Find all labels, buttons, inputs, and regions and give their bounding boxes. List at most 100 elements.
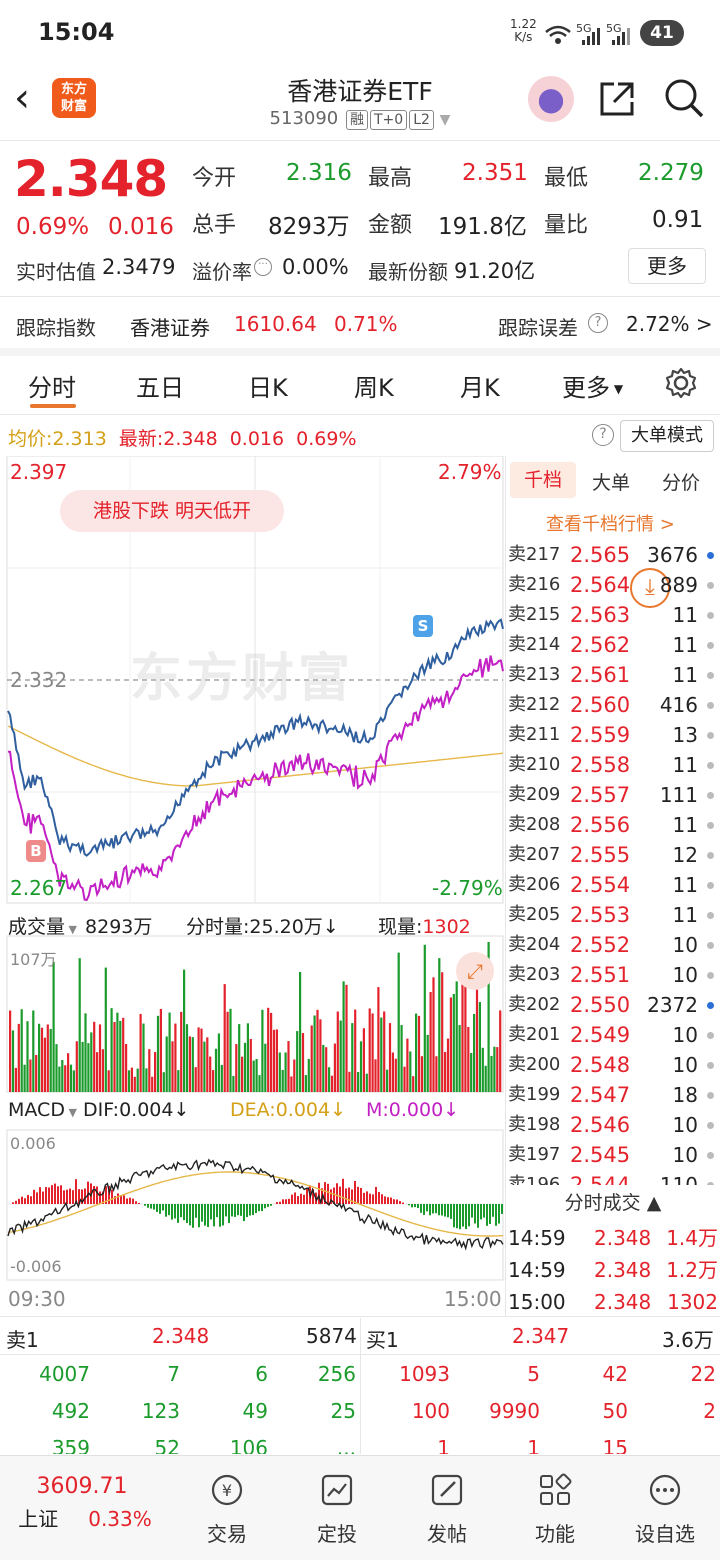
macd-bar xyxy=(477,1204,479,1228)
change-percent: 0.69% xyxy=(16,214,90,240)
order-book-row[interactable]: 卖209 2.557 111 xyxy=(508,780,720,810)
ask-price: 2.548 xyxy=(570,1053,631,1077)
y-min-label: 2.267 xyxy=(10,876,68,900)
order-book-row[interactable]: 卖200 2.548 10 xyxy=(508,1050,720,1080)
order-book-row[interactable]: 卖211 2.559 13 xyxy=(508,720,720,750)
order-book-row[interactable]: 卖201 2.549 10 xyxy=(508,1020,720,1050)
index-pct: 0.33% xyxy=(88,1507,152,1531)
tab-intraday[interactable]: 分时 xyxy=(28,374,76,402)
macd-bar xyxy=(408,1204,410,1206)
order-book-row[interactable]: 卖217 2.565 3676 xyxy=(508,540,720,570)
volume-bar xyxy=(174,1023,177,1092)
ask-price: 2.551 xyxy=(570,963,631,987)
volume-bar xyxy=(11,1030,15,1092)
index-ticker[interactable]: 3609.71 上证 0.33% xyxy=(0,1456,170,1532)
order-book-row[interactable]: 卖215 2.563 11 xyxy=(508,600,720,630)
assistant-avatar[interactable] xyxy=(528,76,574,122)
tab-thousand-levels[interactable]: 千档 xyxy=(510,462,576,498)
market-alert-toast[interactable]: 港股下跌 明天低开 xyxy=(60,490,284,532)
order-book-row[interactable]: 卖208 2.556 11 xyxy=(508,810,720,840)
nav-functions[interactable]: 功能 xyxy=(500,1456,610,1547)
volume-selector[interactable]: 成交量 xyxy=(8,916,66,938)
view-depth-link[interactable]: 查看千档行情 > xyxy=(546,514,675,535)
back-icon[interactable]: ‹ xyxy=(14,75,30,121)
nav-invest-plan[interactable]: 定投 xyxy=(282,1456,392,1547)
volume-bar xyxy=(316,1009,319,1092)
order-book-row[interactable]: 卖204 2.552 10 xyxy=(508,930,720,960)
tab-weekly-k[interactable]: 周K xyxy=(354,374,394,402)
help-icon[interactable]: ? xyxy=(592,424,614,446)
gear-icon[interactable] xyxy=(664,366,698,400)
order-book-row[interactable]: 卖206 2.554 11 xyxy=(508,870,720,900)
ask-level-label: 卖215 xyxy=(508,604,561,625)
tab-price-dist[interactable]: 分价 xyxy=(662,472,701,494)
low-label: 最低 xyxy=(544,166,589,191)
order-book-row[interactable]: 卖197 2.545 10 xyxy=(508,1140,720,1170)
macd-bar xyxy=(360,1187,362,1204)
download-icon[interactable]: ⤓ xyxy=(630,568,670,608)
nav-add-watchlist[interactable]: 设自选 xyxy=(610,1456,720,1547)
fs-volume: 分时量:25.20万↓ xyxy=(186,916,339,938)
volume-bar xyxy=(200,1028,203,1092)
order-dot xyxy=(707,882,714,889)
volume-bar xyxy=(322,1044,325,1092)
tab-daily-k[interactable]: 日K xyxy=(248,374,288,402)
tracking-index-name[interactable]: 香港证券 xyxy=(130,316,210,340)
order-book-row[interactable]: 卖213 2.561 11 xyxy=(508,660,720,690)
volume-bar xyxy=(55,1044,58,1092)
nav-post[interactable]: 发帖 xyxy=(392,1456,502,1547)
macd-bar xyxy=(489,1204,491,1224)
index-line xyxy=(7,655,504,902)
volume-bar xyxy=(130,1067,133,1092)
order-book-row[interactable]: 卖205 2.553 11 xyxy=(508,900,720,930)
security-code-row[interactable]: 513090 融 T+0 L2 ▼ xyxy=(200,108,520,130)
queue-volume: 7 xyxy=(167,1362,180,1386)
volume-bar xyxy=(220,1064,223,1092)
order-book-row[interactable]: 卖202 2.550 2372 xyxy=(508,990,720,1020)
order-book-row[interactable]: 卖207 2.555 12 xyxy=(508,840,720,870)
buy-marker[interactable]: B xyxy=(26,840,46,862)
macd-bar xyxy=(483,1204,485,1218)
ask-level-label: 卖202 xyxy=(508,994,561,1015)
trades-title[interactable]: 分时成交 ▲ xyxy=(506,1188,720,1220)
nav-trade[interactable]: ¥ 交易 xyxy=(172,1456,282,1547)
order-book-row[interactable]: 卖196 2.544 110 xyxy=(508,1170,720,1185)
tracking-error-value[interactable]: 2.72% > xyxy=(626,312,713,336)
macd-selector[interactable]: MACD xyxy=(8,1099,65,1121)
volume-bar xyxy=(383,1011,386,1092)
macd-bar xyxy=(471,1204,473,1218)
macd-bar xyxy=(276,1202,278,1204)
intraday-chart[interactable] xyxy=(0,456,505,1316)
ask-price: 2.546 xyxy=(570,1113,631,1137)
search-icon[interactable] xyxy=(662,76,706,120)
order-book-row[interactable]: 卖210 2.558 11 xyxy=(508,750,720,780)
share-icon[interactable] xyxy=(596,78,638,120)
help-icon[interactable]: ? xyxy=(588,313,608,333)
macd-bar xyxy=(327,1183,329,1204)
tab-big-orders[interactable]: 大单 xyxy=(592,472,631,494)
tab-monthly-k[interactable]: 月K xyxy=(460,374,500,402)
macd-bar xyxy=(177,1204,179,1223)
ask-price: 2.550 xyxy=(570,993,631,1017)
big-order-mode-button[interactable]: 大单模式 xyxy=(620,420,714,452)
macd-bar xyxy=(297,1196,299,1204)
sell-marker[interactable]: S xyxy=(413,615,433,637)
bid1-label: 买1 xyxy=(366,1328,399,1352)
order-book-row[interactable]: 卖212 2.560 416 xyxy=(508,690,720,720)
tab-more[interactable]: 更多 ▼ xyxy=(562,374,624,402)
volume-bar xyxy=(90,1032,93,1092)
info-icon[interactable]: ··· xyxy=(254,258,272,276)
order-book-row[interactable]: 卖216 2.564 889 xyxy=(508,570,720,600)
expand-icon[interactable]: ⤢ xyxy=(456,952,494,990)
volume-bar xyxy=(127,1070,131,1092)
order-dot xyxy=(707,1062,714,1069)
more-button[interactable]: 更多 xyxy=(628,248,706,284)
order-book-row[interactable]: 卖199 2.547 18 xyxy=(508,1080,720,1110)
tab-five-day[interactable]: 五日 xyxy=(136,374,184,402)
macd-bar xyxy=(33,1189,35,1204)
order-book-row[interactable]: 卖203 2.551 10 xyxy=(508,960,720,990)
order-book-row[interactable]: 卖214 2.562 11 xyxy=(508,630,720,660)
macd-bar xyxy=(258,1204,260,1212)
open-value: 2.316 xyxy=(286,160,352,186)
order-book-row[interactable]: 卖198 2.546 10 xyxy=(508,1110,720,1140)
